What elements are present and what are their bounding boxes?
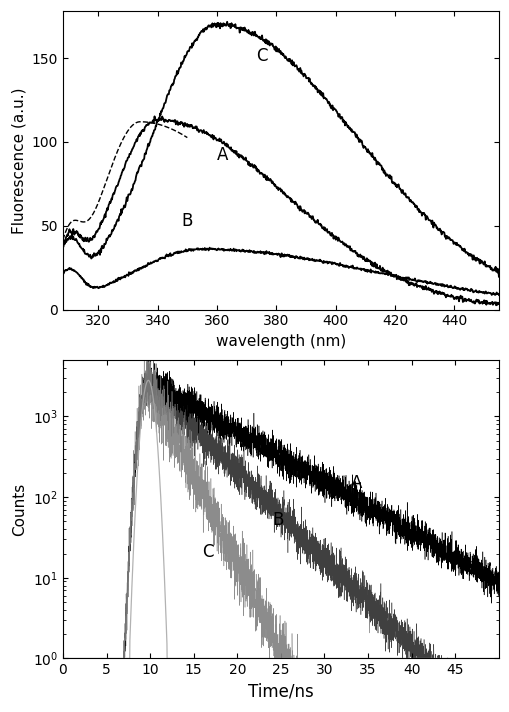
Text: A: A [350,474,361,492]
Y-axis label: Fluorescence (a.u.): Fluorescence (a.u.) [11,87,26,234]
Y-axis label: Counts: Counts [12,483,27,536]
X-axis label: Time/ns: Time/ns [247,683,313,701]
X-axis label: wavelength (nm): wavelength (nm) [215,334,345,349]
Text: B: B [272,511,283,529]
Text: C: C [202,543,213,561]
Text: A: A [217,147,228,164]
Text: C: C [255,48,267,66]
Text: B: B [181,211,192,230]
